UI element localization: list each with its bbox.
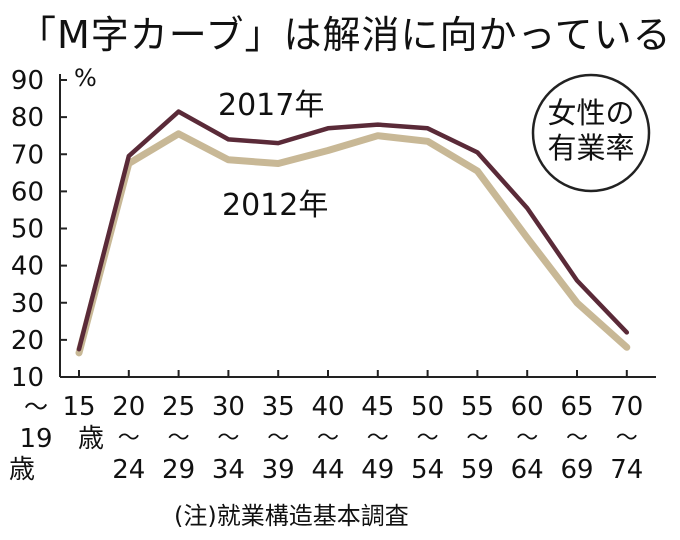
data-point	[626, 331, 628, 333]
x-tick-label-range-mark: 〜	[267, 426, 289, 451]
y-tick-label: 40	[11, 252, 44, 282]
y-tick-label: 60	[11, 177, 44, 207]
data-point	[78, 348, 80, 350]
series-lines	[75, 109, 631, 357]
data-point	[277, 163, 279, 165]
x-tick-label-range-end: 64	[511, 455, 544, 485]
x-tick-label-range-mark: 〜	[566, 426, 588, 451]
y-tick-label: 80	[11, 103, 44, 133]
data-point	[476, 170, 478, 172]
x-tick-label-range-unit: 歳	[9, 455, 35, 485]
x-tick-label-range-end: 19	[19, 424, 52, 454]
x-axis: 15歳〜19歳20〜2425〜2930〜3435〜3940〜4445〜4950〜…	[9, 370, 656, 485]
data-point	[427, 140, 429, 142]
badge-circle	[531, 73, 651, 193]
x-tick-label-range-end: 59	[461, 455, 494, 485]
data-point	[526, 207, 528, 209]
x-tick-label-range-end: 44	[311, 455, 344, 485]
data-point	[476, 151, 478, 153]
x-tick-label-range-end: 54	[411, 455, 444, 485]
x-tick-label-range-mark: 〜	[317, 426, 339, 451]
y-unit-label: %	[74, 64, 97, 92]
x-tick-label-range-end: 74	[610, 455, 643, 485]
x-tick-label-range-end: 69	[560, 455, 593, 485]
x-tick-label-range-end: 24	[112, 455, 145, 485]
series-labels: 2017年 2012年	[218, 88, 328, 223]
y-tick-label: 50	[11, 215, 44, 245]
x-tick-label-range-end: 29	[162, 455, 195, 485]
x-tick-label: 50	[411, 392, 444, 422]
data-point	[327, 127, 329, 129]
x-tick-label: 20	[112, 392, 145, 422]
x-tick-label: 15	[62, 392, 95, 422]
y-axis: 10 20 30 40 50 60 70 80 90%	[11, 64, 97, 393]
data-point	[576, 279, 578, 281]
data-point	[626, 346, 628, 348]
x-tick-label-range-mark: 〜	[466, 426, 488, 451]
x-tick-label: 30	[212, 392, 245, 422]
badge-text-line2: 有業率	[547, 131, 634, 165]
x-tick-label: 45	[361, 392, 394, 422]
data-point	[576, 302, 578, 304]
x-tick-label-range-end: 49	[361, 455, 394, 485]
data-point	[227, 159, 229, 161]
data-point	[178, 133, 180, 135]
y-tick-label: 20	[11, 326, 44, 356]
data-point	[526, 237, 528, 239]
data-point	[178, 111, 180, 113]
y-tick-label: 70	[11, 140, 44, 170]
x-tick-label-range-end: 34	[212, 455, 245, 485]
x-tick-label: 35	[262, 392, 295, 422]
x-tick-label-suffix: 歳	[78, 424, 104, 454]
y-tick-label: 10	[11, 363, 44, 393]
data-point	[78, 352, 80, 354]
data-point	[377, 135, 379, 137]
x-tick-label: 65	[560, 392, 593, 422]
x-tick-label-range-mark: 〜	[118, 426, 140, 451]
data-point	[277, 142, 279, 144]
data-point	[128, 155, 130, 157]
series-label-2017: 2017年	[218, 88, 324, 123]
series-line-2017年	[76, 109, 630, 352]
data-point	[427, 127, 429, 129]
x-tick-label-range-mark: 〜	[417, 426, 439, 451]
x-tick-label-range-mark: 〜	[24, 393, 48, 421]
data-point	[327, 150, 329, 152]
source-note: (注)就業構造基本調査	[174, 502, 409, 530]
x-tick-label: 55	[461, 392, 494, 422]
x-tick-label: 70	[610, 392, 643, 422]
data-point	[377, 124, 379, 126]
data-point	[227, 138, 229, 140]
x-tick-label: 60	[511, 392, 544, 422]
series-line-2012年	[75, 130, 631, 357]
x-tick-label-range-mark: 〜	[367, 426, 389, 451]
x-tick-label-range-mark: 〜	[516, 426, 538, 451]
series-label-2012: 2012年	[222, 188, 328, 223]
x-tick-label: 25	[162, 392, 195, 422]
x-tick-label-range-end: 39	[262, 455, 295, 485]
x-tick-label-range-mark: 〜	[616, 426, 638, 451]
x-tick-label-range-mark: 〜	[168, 426, 190, 451]
y-tick-label: 30	[11, 289, 44, 319]
x-tick-label: 40	[311, 392, 344, 422]
y-tick-label: 90	[11, 66, 44, 96]
badge-text-line1: 女性の	[547, 96, 634, 130]
x-tick-label-range-mark: 〜	[217, 426, 239, 451]
chart-title: 「M字カーブ」は解消に向かっている	[18, 13, 672, 57]
